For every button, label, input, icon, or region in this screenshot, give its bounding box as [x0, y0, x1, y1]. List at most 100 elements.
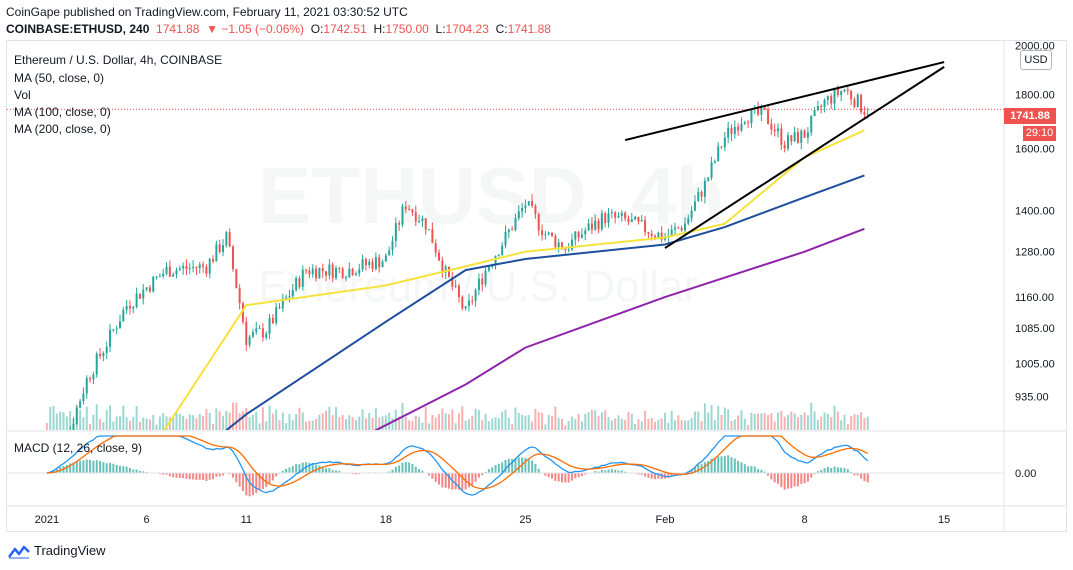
- candle-body: [275, 306, 278, 324]
- candle-body: [391, 240, 394, 251]
- candle-body: [836, 88, 839, 95]
- macd-histogram-bar: [112, 463, 115, 473]
- candle-body: [713, 160, 716, 163]
- candle-body: [467, 300, 470, 307]
- volume-bar: [278, 420, 281, 430]
- volume-bar: [474, 408, 477, 430]
- currency-button[interactable]: USD: [1020, 50, 1052, 70]
- macd-histogram-bar: [820, 469, 823, 473]
- legend-macd: MACD (12, 26, close, 9): [14, 441, 143, 455]
- macd-histogram-bar: [118, 465, 121, 473]
- volume-bar: [308, 420, 311, 430]
- chart-frame[interactable]: [6, 40, 1067, 532]
- volume-bar: [112, 421, 115, 430]
- macd-histogram-bar: [467, 473, 470, 488]
- volume-bar: [491, 418, 494, 430]
- candle-body: [118, 321, 121, 329]
- candle-body: [198, 264, 201, 269]
- macd-histogram-bar: [710, 458, 713, 473]
- macd-histogram-bar: [65, 464, 68, 473]
- volume-bar: [118, 416, 121, 430]
- volume-bar: [258, 423, 261, 430]
- candle-body: [604, 213, 607, 223]
- volume-bar: [441, 408, 444, 430]
- brand-name: TradingView: [34, 543, 106, 558]
- last-price-tag: 1741.88: [1004, 108, 1056, 124]
- macd-histogram-bar: [89, 460, 92, 473]
- candle-body: [670, 229, 673, 236]
- candle-body: [388, 250, 391, 256]
- candle-body: [268, 318, 271, 334]
- macd-histogram-bar: [773, 473, 776, 483]
- macd-histogram-bar: [481, 473, 484, 476]
- candle-body: [693, 201, 696, 211]
- volume-bar: [544, 424, 547, 430]
- volume-bar: [454, 423, 457, 430]
- macd-histogram-bar: [836, 467, 839, 473]
- volume-bar: [92, 414, 95, 430]
- candle-body: [378, 257, 381, 268]
- macd-histogram-bar: [444, 473, 447, 488]
- volume-bar: [720, 414, 723, 430]
- volume-bar: [65, 416, 68, 430]
- volume-bar: [521, 414, 524, 430]
- macd-histogram-bar: [218, 473, 221, 477]
- volume-bar: [228, 412, 231, 430]
- macd-histogram-bar: [693, 466, 696, 473]
- candle-body: [863, 112, 866, 115]
- candle-body: [481, 278, 484, 285]
- price-tick-label: 1085.00: [1015, 323, 1055, 335]
- volume-bar: [225, 411, 228, 430]
- macd-histogram-bar: [640, 473, 643, 475]
- candle-body: [703, 180, 706, 197]
- candle-body: [770, 123, 773, 130]
- moving-averages-group: [163, 129, 865, 430]
- price-tick-label: 1800.00: [1015, 89, 1055, 101]
- signal-line: [46, 435, 869, 490]
- candle-body: [354, 273, 357, 276]
- volume-bar: [135, 406, 138, 430]
- candle-body: [251, 332, 254, 337]
- volume-bar: [431, 415, 434, 430]
- volume-bar: [275, 409, 278, 430]
- volume-group: [45, 402, 869, 430]
- candle-body: [727, 127, 730, 138]
- candle-body: [285, 297, 288, 299]
- volume-bar: [168, 417, 171, 430]
- macd-histogram-bar: [308, 463, 311, 473]
- macd-histogram-bar: [594, 471, 597, 473]
- macd-histogram-bar: [637, 473, 640, 475]
- volume-bar: [318, 414, 321, 430]
- volume-bar: [590, 409, 593, 430]
- volume-bar: [301, 412, 304, 430]
- macd-histogram-bar: [138, 470, 141, 473]
- macd-histogram-bar: [471, 473, 474, 486]
- volume-bar: [165, 416, 168, 430]
- candle-body: [238, 288, 241, 304]
- candle-body: [733, 126, 736, 135]
- macd-histogram-bar: [258, 473, 261, 491]
- candle-body: [614, 212, 617, 218]
- volume-bar: [351, 417, 354, 430]
- volume-bar: [188, 414, 191, 430]
- macd-histogram-bar: [491, 467, 494, 473]
- candle-body: [474, 290, 477, 301]
- candle-body: [235, 269, 238, 289]
- volume-bar: [49, 406, 52, 430]
- macd-histogram-bar: [192, 473, 195, 480]
- volume-bar: [364, 418, 367, 430]
- macd-histogram-bar: [142, 471, 145, 473]
- candle-body: [554, 235, 557, 248]
- tradingview-brand[interactable]: TradingView: [8, 543, 106, 559]
- candle-body: [384, 255, 387, 262]
- volume-bar: [62, 412, 65, 430]
- volume-bar: [670, 410, 673, 430]
- macd-histogram-bar: [610, 469, 613, 473]
- macd-histogram-bar: [168, 473, 171, 477]
- candle-body: [202, 264, 205, 267]
- volume-bar: [222, 416, 225, 430]
- volume-bar: [448, 414, 451, 430]
- volume-bar: [617, 415, 620, 430]
- volume-bar: [145, 418, 148, 430]
